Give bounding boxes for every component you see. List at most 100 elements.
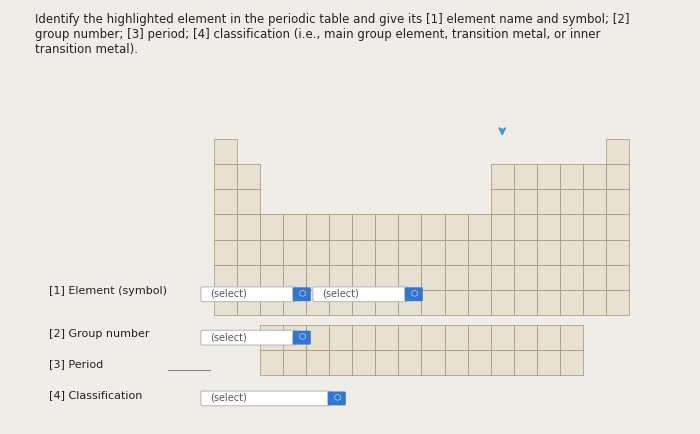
Bar xyxy=(491,350,514,375)
Bar xyxy=(583,265,606,290)
Bar xyxy=(352,240,375,265)
Text: ⬡: ⬡ xyxy=(333,394,340,402)
Bar xyxy=(491,290,514,315)
Bar xyxy=(583,189,606,214)
FancyBboxPatch shape xyxy=(328,391,346,405)
Bar xyxy=(237,214,260,240)
Bar xyxy=(283,325,306,350)
Bar xyxy=(375,325,398,350)
Bar xyxy=(444,325,468,350)
Bar xyxy=(375,290,398,315)
Bar xyxy=(560,214,583,240)
Bar xyxy=(491,265,514,290)
Bar xyxy=(468,214,491,240)
Bar xyxy=(560,164,583,189)
Bar xyxy=(514,240,537,265)
Bar xyxy=(329,290,352,315)
Bar xyxy=(537,265,560,290)
Bar xyxy=(214,240,237,265)
Bar xyxy=(491,164,514,189)
Bar xyxy=(421,290,444,315)
FancyBboxPatch shape xyxy=(313,287,408,302)
Bar xyxy=(214,164,237,189)
Bar xyxy=(444,265,468,290)
Bar xyxy=(514,164,537,189)
Bar xyxy=(214,189,237,214)
Bar xyxy=(237,265,260,290)
Bar xyxy=(491,240,514,265)
Bar xyxy=(537,189,560,214)
Bar xyxy=(560,350,583,375)
Bar xyxy=(560,290,583,315)
Text: [2] Group number: [2] Group number xyxy=(49,329,150,339)
FancyBboxPatch shape xyxy=(293,287,311,301)
Bar xyxy=(583,214,606,240)
Bar xyxy=(237,240,260,265)
Bar xyxy=(583,164,606,189)
Bar xyxy=(375,214,398,240)
Bar xyxy=(398,265,421,290)
Bar xyxy=(606,265,629,290)
Text: (select): (select) xyxy=(322,289,359,299)
Text: Identify the highlighted element in the periodic table and give its [1] element : Identify the highlighted element in the … xyxy=(35,13,629,56)
Bar xyxy=(514,290,537,315)
Bar xyxy=(214,265,237,290)
Text: [1] Element (symbol): [1] Element (symbol) xyxy=(49,286,167,296)
Bar xyxy=(398,290,421,315)
Bar xyxy=(237,164,260,189)
Bar xyxy=(306,290,329,315)
Bar xyxy=(537,325,560,350)
Bar xyxy=(444,214,468,240)
Bar xyxy=(606,164,629,189)
Bar xyxy=(583,290,606,315)
Text: [4] Classification: [4] Classification xyxy=(49,390,142,400)
Bar xyxy=(283,265,306,290)
Bar xyxy=(537,214,560,240)
Bar xyxy=(260,240,283,265)
Bar xyxy=(491,325,514,350)
FancyBboxPatch shape xyxy=(201,330,296,345)
Text: ⬡: ⬡ xyxy=(298,289,305,298)
Bar xyxy=(606,214,629,240)
Bar xyxy=(398,325,421,350)
Text: [3] Period: [3] Period xyxy=(49,359,104,370)
Bar xyxy=(514,325,537,350)
Bar xyxy=(421,265,444,290)
Bar xyxy=(260,350,283,375)
Text: ⬡: ⬡ xyxy=(298,333,305,342)
Bar xyxy=(468,290,491,315)
Bar xyxy=(537,350,560,375)
Bar xyxy=(606,290,629,315)
Bar xyxy=(444,240,468,265)
Bar xyxy=(398,350,421,375)
Bar xyxy=(375,265,398,290)
Bar xyxy=(375,350,398,375)
Bar xyxy=(537,164,560,189)
Bar xyxy=(421,350,444,375)
Bar xyxy=(444,290,468,315)
Text: (select): (select) xyxy=(210,393,247,403)
Text: (select): (select) xyxy=(210,332,247,342)
Bar xyxy=(329,325,352,350)
Bar xyxy=(352,350,375,375)
Bar xyxy=(514,214,537,240)
Bar xyxy=(283,214,306,240)
Bar xyxy=(329,350,352,375)
Bar xyxy=(283,290,306,315)
Bar xyxy=(375,240,398,265)
Bar xyxy=(329,214,352,240)
Bar xyxy=(444,350,468,375)
Bar xyxy=(514,350,537,375)
Bar xyxy=(537,240,560,265)
Bar xyxy=(352,214,375,240)
Bar xyxy=(514,189,537,214)
Bar xyxy=(468,240,491,265)
Bar xyxy=(398,214,421,240)
Bar xyxy=(260,265,283,290)
Bar xyxy=(283,240,306,265)
Bar xyxy=(606,189,629,214)
Bar xyxy=(468,265,491,290)
Bar xyxy=(606,139,629,164)
Bar xyxy=(352,290,375,315)
Bar xyxy=(306,325,329,350)
